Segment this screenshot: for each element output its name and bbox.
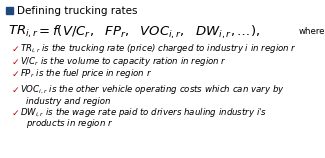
- Text: $TR_{i,r}$ is the trucking rate (price) charged to industry $i$ in region $r$: $TR_{i,r}$ is the trucking rate (price) …: [20, 43, 297, 55]
- Text: ✓: ✓: [12, 85, 20, 94]
- Text: ✓: ✓: [12, 109, 20, 118]
- Bar: [6, 7, 13, 14]
- Text: ✓: ✓: [12, 45, 20, 54]
- Text: $TR_{i,r}$: $TR_{i,r}$: [8, 24, 39, 40]
- Text: $FP_{r}$ is the fuel price in region $r$: $FP_{r}$ is the fuel price in region $r$: [20, 67, 152, 80]
- Text: $VOC_{i,r}$ is the other vehicle operating costs which can vary by: $VOC_{i,r}$ is the other vehicle operati…: [20, 84, 285, 96]
- Text: Defining trucking rates: Defining trucking rates: [17, 6, 137, 15]
- Text: ✓: ✓: [12, 70, 20, 79]
- Text: where: where: [299, 27, 325, 36]
- Text: $DW_{i,r}$ is the wage rate paid to drivers hauling industry $i$'s: $DW_{i,r}$ is the wage rate paid to driv…: [20, 107, 267, 119]
- Text: products in region $r$: products in region $r$: [26, 118, 113, 131]
- Text: ✓: ✓: [12, 58, 20, 67]
- Text: $V/C_{r}$ is the volume to capacity ration in region $r$: $V/C_{r}$ is the volume to capacity rati…: [20, 55, 227, 69]
- Text: $= f(V/C_{r},\ \ FP_{r},\ \ VOC_{i,r},\ \ DW_{i,r},\ldots),$: $= f(V/C_{r},\ \ FP_{r},\ \ VOC_{i,r},\ …: [36, 23, 260, 41]
- Text: industry and region: industry and region: [26, 97, 110, 106]
